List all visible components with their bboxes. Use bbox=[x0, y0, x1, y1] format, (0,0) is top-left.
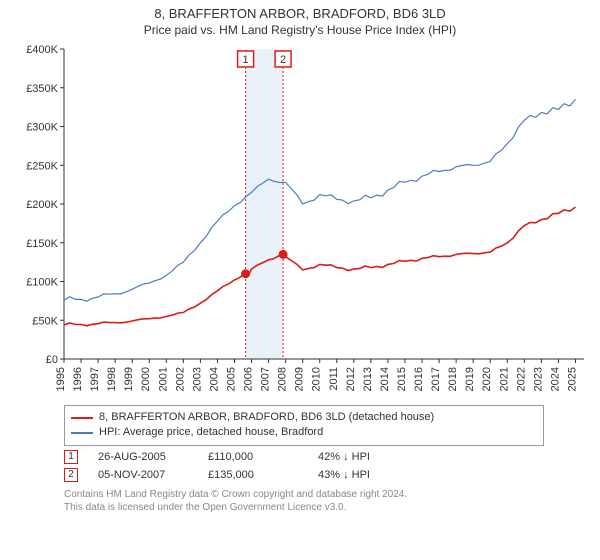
sale-marker-2: 2 bbox=[64, 468, 78, 482]
svg-text:2023: 2023 bbox=[532, 367, 544, 391]
legend: 8, BRAFFERTON ARBOR, BRADFORD, BD6 3LD (… bbox=[64, 405, 544, 446]
svg-text:£0: £0 bbox=[46, 354, 58, 366]
svg-text:2020: 2020 bbox=[481, 367, 493, 391]
svg-text:2021: 2021 bbox=[498, 367, 510, 391]
svg-text:1996: 1996 bbox=[72, 367, 84, 391]
footer-line2: This data is licensed under the Open Gov… bbox=[64, 501, 590, 514]
svg-text:2008: 2008 bbox=[277, 367, 289, 391]
svg-text:2002: 2002 bbox=[174, 367, 186, 391]
sale-date: 05-NOV-2007 bbox=[98, 469, 188, 481]
svg-text:£250K: £250K bbox=[26, 160, 58, 172]
svg-text:2019: 2019 bbox=[464, 367, 476, 391]
sales-table: 1 26-AUG-2005 £110,000 42% ↓ HPI 2 05-NOV-200… bbox=[10, 450, 590, 482]
sale-delta: 43% ↓ HPI bbox=[318, 469, 408, 481]
svg-text:2003: 2003 bbox=[191, 367, 203, 391]
svg-text:£350K: £350K bbox=[26, 83, 58, 95]
legend-swatch-a bbox=[71, 417, 93, 419]
chart-area: £0 £50K £100K £150K £200K £250K £300K £350K £400… bbox=[10, 41, 590, 401]
legend-item-hpi: HPI: Average price, detached house, Brad… bbox=[71, 425, 537, 440]
svg-text:2025: 2025 bbox=[566, 367, 578, 391]
svg-text:1997: 1997 bbox=[89, 367, 101, 391]
svg-text:2024: 2024 bbox=[549, 367, 561, 391]
chart-title: 8, BRAFFERTON ARBOR, BRADFORD, BD6 3LD bbox=[10, 6, 590, 23]
svg-text:1999: 1999 bbox=[123, 367, 135, 391]
svg-text:2013: 2013 bbox=[362, 367, 374, 391]
svg-text:£300K: £300K bbox=[26, 121, 58, 133]
svg-text:£400K: £400K bbox=[26, 44, 58, 56]
svg-text:2009: 2009 bbox=[294, 367, 306, 391]
svg-text:2006: 2006 bbox=[243, 367, 255, 391]
line-chart: £0 £50K £100K £150K £200K £250K £300K £350K £400… bbox=[10, 41, 590, 401]
svg-text:2000: 2000 bbox=[140, 367, 152, 391]
svg-text:2010: 2010 bbox=[311, 367, 323, 391]
svg-text:1998: 1998 bbox=[106, 367, 118, 391]
svg-text:£150K: £150K bbox=[26, 238, 58, 250]
svg-text:2015: 2015 bbox=[396, 367, 408, 391]
svg-text:2001: 2001 bbox=[157, 367, 169, 391]
svg-text:2017: 2017 bbox=[430, 367, 442, 391]
legend-label-b: HPI: Average price, detached house, Brad… bbox=[99, 425, 323, 440]
svg-text:2022: 2022 bbox=[515, 367, 527, 391]
svg-text:2014: 2014 bbox=[379, 367, 391, 391]
svg-text:2012: 2012 bbox=[345, 367, 357, 391]
svg-text:2004: 2004 bbox=[208, 367, 220, 391]
sale-row: 2 05-NOV-2007 £135,000 43% ↓ HPI bbox=[64, 468, 590, 482]
footer-line1: Contains HM Land Registry data © Crown c… bbox=[64, 488, 590, 501]
svg-text:£100K: £100K bbox=[26, 276, 58, 288]
svg-text:£200K: £200K bbox=[26, 199, 58, 211]
legend-label-a: 8, BRAFFERTON ARBOR, BRADFORD, BD6 3LD (… bbox=[99, 410, 434, 425]
svg-text:2007: 2007 bbox=[260, 367, 272, 391]
legend-item-price-paid: 8, BRAFFERTON ARBOR, BRADFORD, BD6 3LD (… bbox=[71, 410, 537, 425]
svg-text:2018: 2018 bbox=[447, 367, 459, 391]
sale-delta: 42% ↓ HPI bbox=[318, 451, 408, 463]
svg-text:1995: 1995 bbox=[55, 367, 67, 391]
sale-price: £135,000 bbox=[208, 469, 298, 481]
chart-subtitle: Price paid vs. HM Land Registry's House … bbox=[10, 23, 590, 37]
sale-date: 26-AUG-2005 bbox=[98, 451, 188, 463]
footer: Contains HM Land Registry data © Crown c… bbox=[64, 488, 590, 514]
svg-text:£50K: £50K bbox=[32, 315, 58, 327]
svg-text:2: 2 bbox=[280, 54, 286, 66]
sale-marker-1: 1 bbox=[64, 450, 78, 464]
svg-text:2011: 2011 bbox=[328, 367, 340, 391]
legend-swatch-b bbox=[71, 432, 93, 434]
sale-row: 1 26-AUG-2005 £110,000 42% ↓ HPI bbox=[64, 450, 590, 464]
sale-price: £110,000 bbox=[208, 451, 298, 463]
svg-text:1: 1 bbox=[243, 54, 249, 66]
svg-text:2016: 2016 bbox=[413, 367, 425, 391]
svg-text:2005: 2005 bbox=[225, 367, 237, 391]
